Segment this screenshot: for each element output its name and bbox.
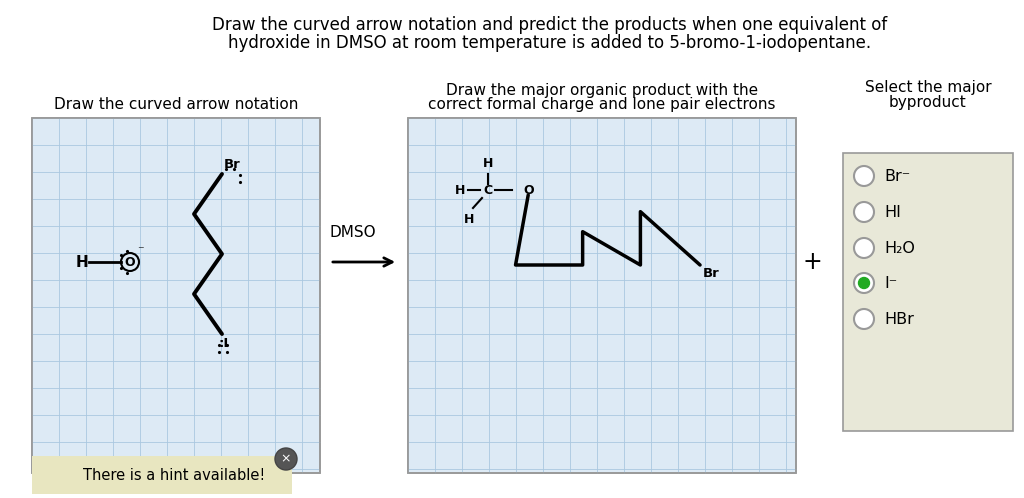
Text: correct formal charge and lone pair electrons: correct formal charge and lone pair elec… <box>428 97 776 112</box>
Text: ×: × <box>281 453 291 466</box>
Text: C: C <box>483 183 493 197</box>
Bar <box>408 118 796 473</box>
Text: +: + <box>802 250 822 274</box>
Text: Br: Br <box>224 158 241 171</box>
Text: Draw the curved arrow notation and predict the products when one equivalent of: Draw the curved arrow notation and predi… <box>212 16 888 34</box>
Text: :I: :I <box>218 337 228 350</box>
Text: hydroxide in DMSO at room temperature is added to 5-bromo-1-iodopentane.: hydroxide in DMSO at room temperature is… <box>228 34 871 52</box>
Text: H: H <box>76 254 88 269</box>
Text: HI: HI <box>884 205 901 220</box>
Text: H: H <box>464 213 474 226</box>
Text: O: O <box>523 183 534 197</box>
Text: Draw the major organic product with the: Draw the major organic product with the <box>445 83 758 98</box>
Bar <box>843 153 1013 431</box>
Text: Draw the curved arrow notation: Draw the curved arrow notation <box>54 97 298 112</box>
Circle shape <box>854 273 874 293</box>
Text: O: O <box>125 255 135 268</box>
Text: DMSO: DMSO <box>330 225 376 240</box>
Text: I⁻: I⁻ <box>884 275 897 290</box>
Text: HBr: HBr <box>884 312 913 327</box>
Circle shape <box>854 238 874 258</box>
Circle shape <box>854 309 874 329</box>
Bar <box>32 118 319 473</box>
Circle shape <box>854 202 874 222</box>
Text: H: H <box>482 157 494 170</box>
Text: H₂O: H₂O <box>884 241 914 255</box>
Circle shape <box>858 277 869 288</box>
Text: Br: Br <box>703 267 720 280</box>
Bar <box>32 456 292 494</box>
Text: byproduct: byproduct <box>889 95 967 110</box>
Bar <box>32 118 319 473</box>
Text: H: H <box>455 183 465 197</box>
Text: ⁻: ⁻ <box>136 245 143 257</box>
Text: Br⁻: Br⁻ <box>884 168 910 183</box>
Text: Select the major: Select the major <box>864 80 991 95</box>
Bar <box>408 118 796 473</box>
Text: There is a hint available!: There is a hint available! <box>83 468 265 483</box>
Circle shape <box>854 166 874 186</box>
Circle shape <box>275 448 297 470</box>
